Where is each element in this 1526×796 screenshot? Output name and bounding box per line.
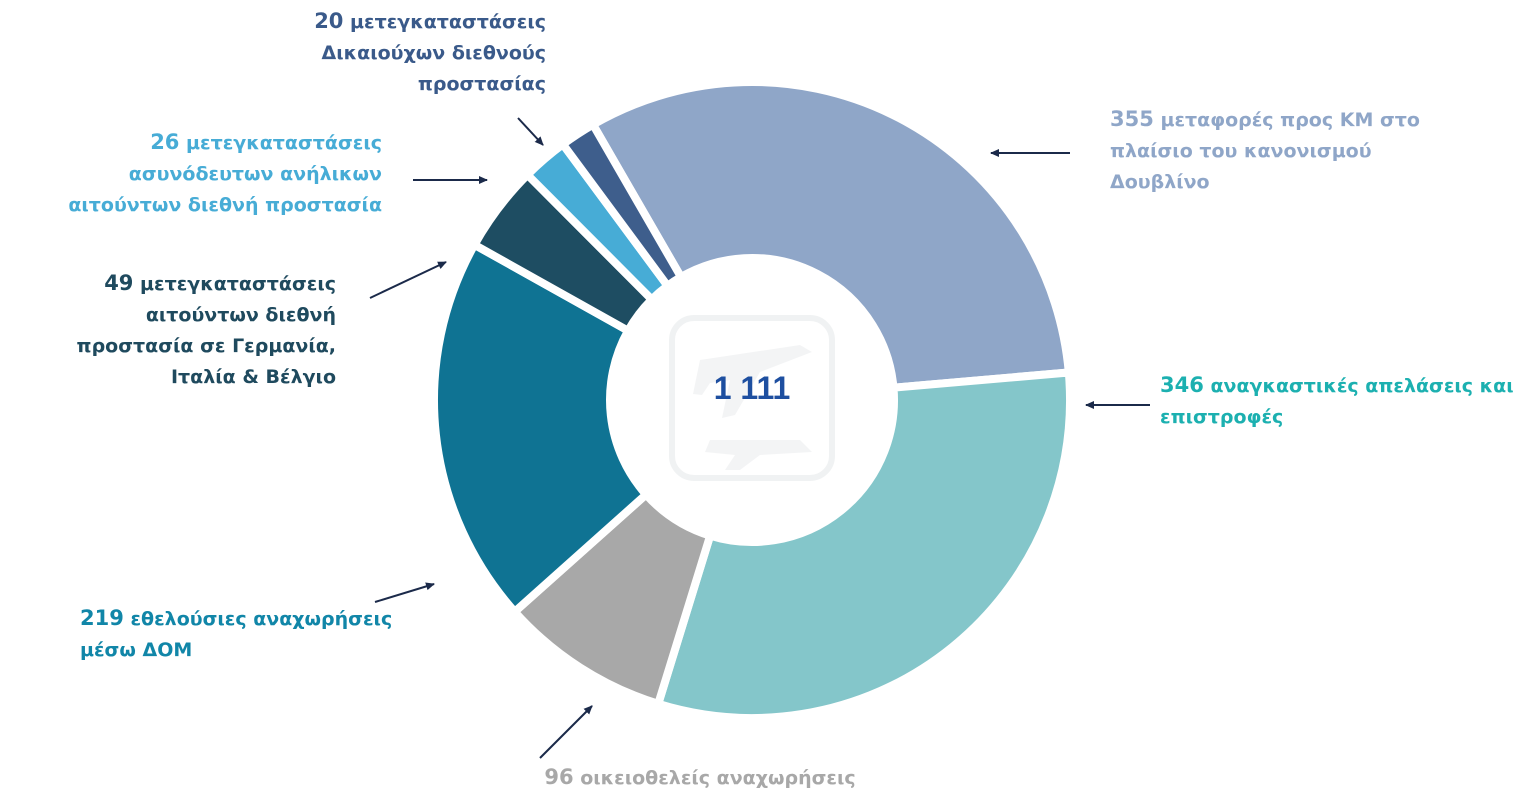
category-label: αναγκαστικές απελάσεις και επιστροφές <box>1160 375 1514 428</box>
value-label: 26 <box>150 130 180 154</box>
value-label: 346 <box>1160 373 1204 397</box>
value-label: 96 <box>544 765 574 789</box>
center-total: 1 111 <box>713 370 791 406</box>
slice-label: 219 εθελούσιες αναχωρήσεις μέσω ΔΟΜ <box>80 603 400 666</box>
slice-label: 355 μεταφορές προς ΚΜ στο πλαίσιο του κα… <box>1110 104 1440 198</box>
slices <box>430 78 1074 722</box>
donut-slice <box>430 239 652 618</box>
slice-label: 26 μετεγκαταστάσεις ασυνόδευτων ανήλικων… <box>40 127 382 221</box>
donut-slice <box>587 78 1074 393</box>
slice-label: 20 μετεγκαταστάσεις Δικαιούχων διεθνούς … <box>270 6 546 100</box>
category-label: μετεγκαταστάσεις ασυνόδευτων ανήλικων αι… <box>68 132 382 216</box>
category-label: μετεγκαταστάσεις Δικαιούχων διεθνούς προ… <box>321 11 546 95</box>
donut-slice <box>653 368 1074 722</box>
category-label: μεταφορές προς ΚΜ στο πλαίσιο του κανονι… <box>1110 109 1420 193</box>
slice-label: 49 μετεγκαταστάσεις αιτούντων διεθνή προ… <box>60 268 336 393</box>
plane-icon <box>669 315 835 481</box>
category-label: εθελούσιες αναχωρήσεις μέσω ΔΟΜ <box>80 608 393 661</box>
value-label: 49 <box>104 271 134 295</box>
center-hole <box>622 270 882 530</box>
arrows <box>369 117 1150 759</box>
slice-label: 96 οικειοθελείς αναχωρήσεις <box>500 762 900 794</box>
slice-label: 346 αναγκαστικές απελάσεις και επιστροφέ… <box>1160 370 1526 433</box>
category-label: μετεγκαταστάσεις αιτούντων διεθνή προστα… <box>76 273 336 388</box>
value-label: 219 <box>80 606 124 630</box>
donut-slice <box>557 119 687 292</box>
value-label: 20 <box>314 9 344 33</box>
category-label: οικειοθελείς αναχωρήσεις <box>580 767 856 789</box>
value-label: 355 <box>1110 107 1154 131</box>
